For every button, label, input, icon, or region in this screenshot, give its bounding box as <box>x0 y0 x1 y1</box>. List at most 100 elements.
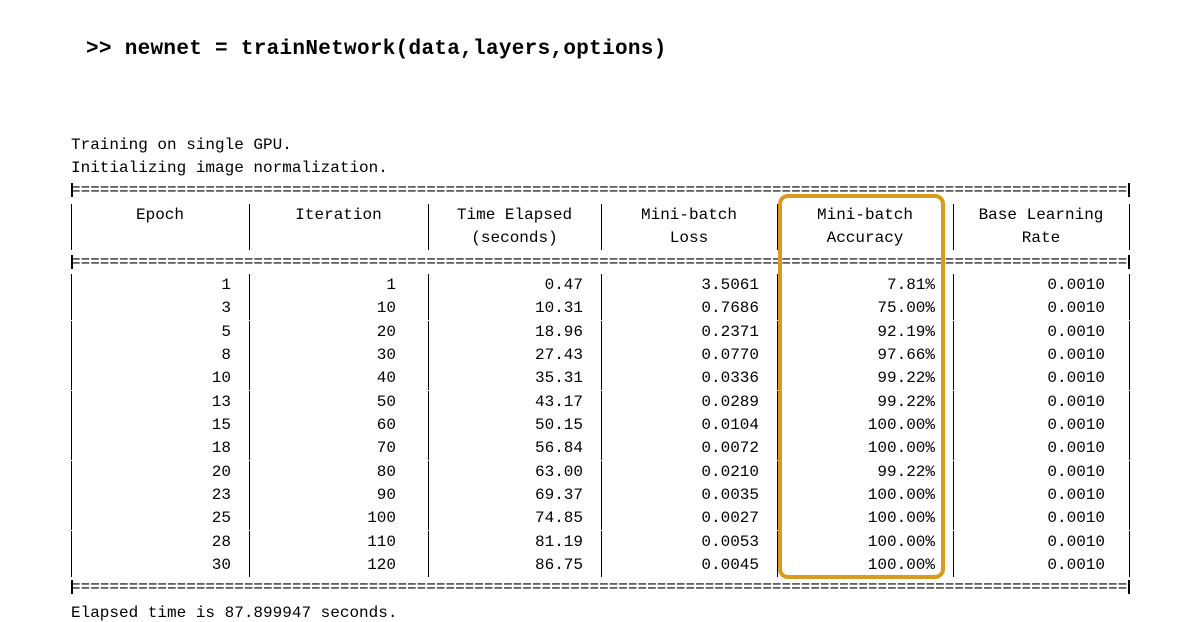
column-separator <box>777 227 778 250</box>
column-separator <box>428 507 429 531</box>
header-iteration: Iteration <box>295 206 382 224</box>
column-separator <box>428 530 429 554</box>
table-row: 13 50 43.17 0.0289 99.22% 0.0010 <box>71 390 1133 414</box>
cell-iteration: 60 <box>376 415 396 434</box>
column-separator <box>1129 437 1130 461</box>
cell-time-elapsed: 35.31 <box>534 369 583 388</box>
cell-iteration: 30 <box>376 345 396 364</box>
column-separator <box>249 413 250 437</box>
column-separator <box>1129 320 1130 344</box>
column-separator <box>71 390 72 414</box>
column-separator <box>601 530 602 554</box>
column-separator <box>601 483 602 507</box>
column-separator <box>71 367 72 391</box>
cell-rate: 0.0010 <box>1047 509 1105 528</box>
column-separator <box>601 507 602 531</box>
column-separator <box>953 507 954 531</box>
cell-accuracy: 99.22% <box>877 392 935 411</box>
cell-time-elapsed: 74.85 <box>534 509 583 528</box>
cell-epoch: 1 <box>221 276 231 294</box>
cell-iteration: 70 <box>376 439 396 458</box>
cell-time-elapsed: 10.31 <box>534 299 583 318</box>
cell-epoch: 18 <box>211 439 231 458</box>
cell-accuracy: 100.00% <box>867 532 935 551</box>
cell-rate: 0.0010 <box>1047 345 1105 364</box>
column-separator <box>953 530 954 554</box>
column-separator <box>601 297 602 321</box>
column-separator <box>777 483 778 507</box>
column-separator <box>428 320 429 344</box>
column-separator <box>249 507 250 531</box>
cell-iteration: 120 <box>367 555 396 574</box>
column-separator <box>428 274 429 297</box>
column-separator <box>249 367 250 391</box>
column-separator <box>953 227 954 250</box>
table-row: 23 90 69.37 0.0035 100.00% 0.0010 <box>71 483 1133 507</box>
table-rule: ========================================… <box>71 183 1130 197</box>
column-separator <box>1129 460 1130 484</box>
column-separator <box>777 460 778 484</box>
cell-time-elapsed: 81.19 <box>534 532 583 551</box>
cell-accuracy: 97.66% <box>877 345 935 364</box>
column-separator <box>428 413 429 437</box>
column-separator <box>428 553 429 577</box>
column-separator <box>601 204 602 227</box>
cell-accuracy: 100.00% <box>867 555 935 574</box>
column-separator <box>777 530 778 554</box>
cell-loss: 0.0072 <box>701 439 759 458</box>
table-row: 10 40 35.31 0.0336 99.22% 0.0010 <box>71 367 1133 391</box>
column-separator <box>953 413 954 437</box>
header-time-elapsed: Time Elapsed <box>456 206 573 224</box>
column-separator <box>1129 204 1130 227</box>
header-rate: Base Learning <box>978 206 1104 224</box>
cell-rate: 0.0010 <box>1047 462 1105 481</box>
column-separator <box>428 227 429 250</box>
cell-time-elapsed: 0.47 <box>544 276 583 294</box>
column-separator <box>1129 483 1130 507</box>
column-separator <box>601 390 602 414</box>
header-epoch: Epoch <box>135 206 184 224</box>
cell-loss: 0.0770 <box>701 345 759 364</box>
cell-epoch: 23 <box>211 485 231 504</box>
column-separator <box>428 297 429 321</box>
column-separator <box>249 530 250 554</box>
cell-iteration: 100 <box>367 509 396 528</box>
column-separator <box>777 367 778 391</box>
column-separator <box>71 413 72 437</box>
cell-loss: 0.2371 <box>701 322 759 341</box>
cell-iteration: 80 <box>376 462 396 481</box>
cell-epoch: 8 <box>221 345 231 364</box>
cell-iteration: 90 <box>376 485 396 504</box>
cell-epoch: 13 <box>211 392 231 411</box>
cell-rate: 0.0010 <box>1047 322 1105 341</box>
column-separator <box>777 320 778 344</box>
cell-loss: 0.0045 <box>701 555 759 574</box>
column-separator <box>428 343 429 367</box>
table-row: 28 110 81.19 0.0053 100.00% 0.0010 <box>71 530 1133 554</box>
cell-iteration: 50 <box>376 392 396 411</box>
column-separator <box>71 204 72 227</box>
cell-accuracy: 100.00% <box>867 415 935 434</box>
cell-loss: 0.0336 <box>701 369 759 388</box>
column-separator <box>1129 297 1130 321</box>
column-separator <box>1129 413 1130 437</box>
cell-iteration: 110 <box>367 532 396 551</box>
cell-epoch: 28 <box>211 532 231 551</box>
header-time-elapsed: (seconds) <box>471 229 558 247</box>
table-row: 25 100 74.85 0.0027 100.00% 0.0010 <box>71 507 1133 531</box>
cell-accuracy: 100.00% <box>867 439 935 458</box>
column-separator <box>249 204 250 227</box>
column-separator <box>249 483 250 507</box>
column-separator <box>953 274 954 297</box>
elapsed-time-message: Elapsed time is 87.899947 seconds. <box>71 604 398 622</box>
table-row: 18 70 56.84 0.0072 100.00% 0.0010 <box>71 437 1133 461</box>
column-separator <box>249 274 250 297</box>
column-separator <box>71 437 72 461</box>
column-separator <box>71 553 72 577</box>
column-separator <box>71 507 72 531</box>
column-separator <box>71 343 72 367</box>
column-separator <box>71 297 72 321</box>
cell-accuracy: 99.22% <box>877 462 935 481</box>
cell-accuracy: 99.22% <box>877 369 935 388</box>
header-accuracy: Accuracy <box>826 229 904 247</box>
